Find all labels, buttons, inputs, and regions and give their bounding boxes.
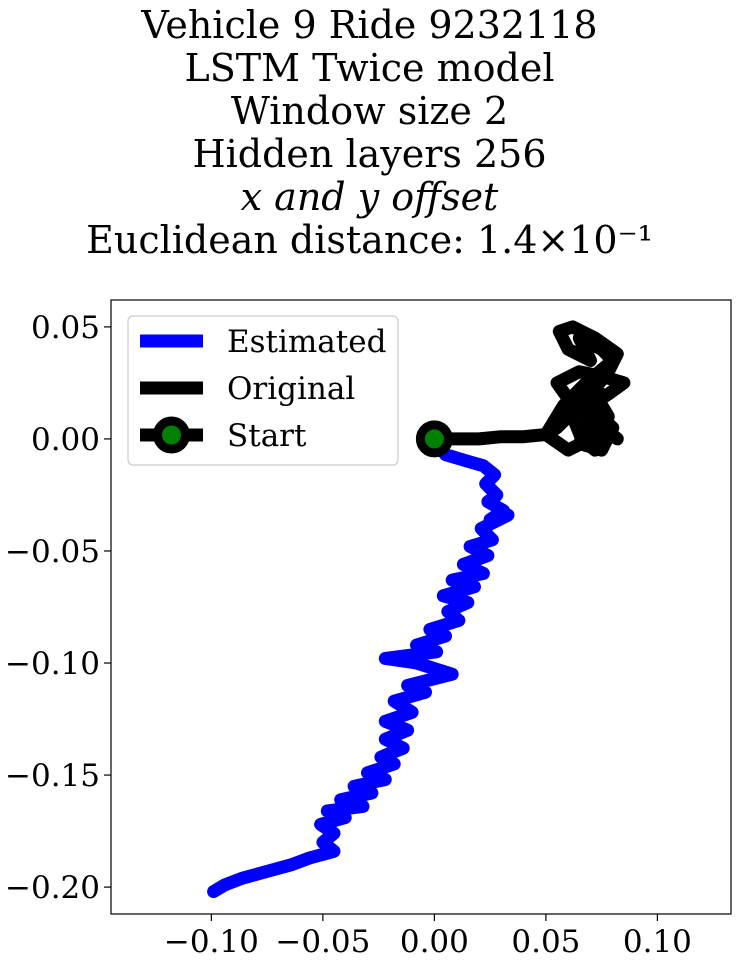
legend-label-original: Original	[227, 371, 355, 407]
title-line-1: Vehicle 9 Ride 9232118	[141, 3, 598, 47]
legend: Estimated Original Start	[127, 315, 399, 466]
x-tick-label: 0.00	[400, 924, 469, 960]
legend-label-start: Start	[227, 418, 307, 454]
title-line-2: LSTM Twice model	[184, 46, 555, 90]
legend-label-estimated: Estimated	[227, 324, 386, 360]
x-tick-label: −0.05	[275, 924, 370, 960]
x-tick-label: −0.10	[164, 924, 259, 960]
y-tick-label: 0.05	[31, 310, 100, 346]
y-tick-label: −0.05	[5, 534, 100, 570]
series-line-original	[427, 320, 631, 457]
y-tick-label: −0.20	[5, 870, 100, 906]
y-tick-label: 0.00	[31, 422, 100, 458]
legend-frame	[127, 315, 399, 466]
title-line-5: x and y offset	[240, 175, 499, 219]
y-tick-label: −0.15	[5, 758, 100, 794]
legend-start-marker	[153, 416, 190, 454]
series-layer	[207, 320, 631, 899]
title-line-6: Euclidean distance: 1.4×10⁻¹	[86, 218, 653, 262]
title-line-4: Hidden layers 256	[192, 132, 547, 176]
x-tick-label: 0.10	[623, 924, 692, 960]
axis-ticks: −0.10 −0.05 0.00 0.05 0.10 0.05 0.00 −0.05 −0.10…	[5, 310, 692, 960]
title-line-3: Window size 2	[230, 89, 509, 133]
x-tick-label: 0.05	[511, 924, 580, 960]
y-tick-label: −0.10	[5, 646, 100, 682]
series-line-estimated	[207, 432, 515, 899]
start-marker	[415, 420, 453, 458]
